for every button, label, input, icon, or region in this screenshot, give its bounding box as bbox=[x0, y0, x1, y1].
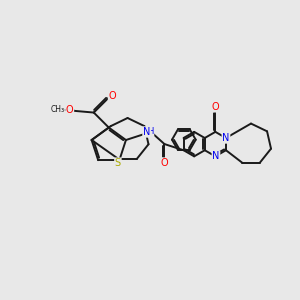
Text: N: N bbox=[143, 127, 150, 137]
Text: O: O bbox=[109, 91, 116, 101]
Text: O: O bbox=[212, 102, 219, 112]
Text: S: S bbox=[115, 158, 121, 168]
Text: CH₃: CH₃ bbox=[50, 105, 64, 114]
Text: N: N bbox=[212, 152, 220, 161]
Text: O: O bbox=[66, 105, 74, 116]
Text: H: H bbox=[147, 128, 154, 136]
Text: O: O bbox=[160, 158, 168, 168]
Text: N: N bbox=[222, 133, 230, 143]
